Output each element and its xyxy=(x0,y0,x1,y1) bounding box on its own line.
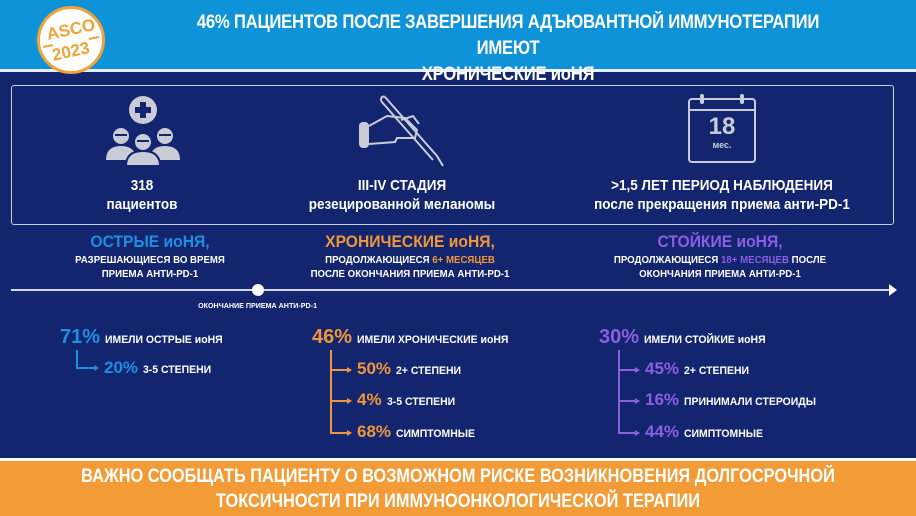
branch-arrow-icon xyxy=(347,398,352,404)
patients-medical-icon xyxy=(106,96,180,166)
branch-arrow-icon xyxy=(635,398,640,404)
branch-line xyxy=(330,350,332,433)
branch-arrow-icon xyxy=(635,367,640,373)
stat-label: 2+ СТЕПЕНИ xyxy=(684,365,750,377)
stage-label: резецированной меланомы xyxy=(308,196,496,213)
stat-chronic-sub-3: 68% СИМПТОМНЫЕ xyxy=(357,422,479,442)
patients-label: пациентов xyxy=(106,196,178,213)
calendar-unit: мес. xyxy=(712,140,732,150)
phase-persistent-sub-highlight: 18+ МЕСЯЦЕВ xyxy=(721,254,789,266)
branch-arrow-icon xyxy=(347,430,352,436)
stat-label: 3-5 СТЕПЕНИ xyxy=(386,396,455,408)
footer-line-2: ТОКСИЧНОСТИ ПРИ ИММУНООНКОЛОГИЧЕСКОЙ ТЕР… xyxy=(215,491,701,512)
phase-acute-subtitle: РАЗРЕШАЮЩИЕСЯ ВО ВРЕМЯ ПРИЕМА АНТИ-PD-1 xyxy=(49,253,251,281)
stat-label: ИМЕЛИ ХРОНИЧЕСКИЕ иоНЯ xyxy=(357,334,509,346)
footer-line-1: ВАЖНО СООБЩАТЬ ПАЦИЕНТУ О ВОЗМОЖНОМ РИСК… xyxy=(81,466,835,487)
phase-chronic-sub-line2: ПОСЛЕ ОКОНЧАНИЯ ПРИЕМА АНТИ-PD-1 xyxy=(310,268,510,280)
branch-line xyxy=(618,400,635,402)
stat-acute-sub: 20% 3-5 СТЕПЕНИ xyxy=(104,358,215,378)
branch-line xyxy=(76,367,94,369)
phase-persistent-sub-line2: ОКОНЧАНИЯ ПРИЕМА АНТИ-PD-1 xyxy=(639,268,801,280)
stage-text: III-IV СТАДИЯ резецированной меланомы xyxy=(285,176,519,214)
calendar-icon: 18 мес. xyxy=(688,94,756,163)
phase-acute-sub-line1: РАЗРЕШАЮЩИЕСЯ ВО ВРЕМЯ xyxy=(75,254,225,266)
calendar-number: 18 xyxy=(708,113,736,140)
stat-acute-main: 71% ИМЕЛИ ОСТРЫЕ иоНЯ xyxy=(60,326,229,349)
stat-persistent-sub-3: 44% СИМПТОМНЫЕ xyxy=(645,422,767,442)
stat-pct: 68% xyxy=(357,422,392,441)
stat-persistent-sub-1: 45% 2+ СТЕПЕНИ xyxy=(645,359,752,379)
stat-label: ИМЕЛИ ОСТРЫЕ иоНЯ xyxy=(105,334,223,346)
title-line-1: 46% ПАЦИЕНТОВ ПОСЛЕ ЗАВЕРШЕНИЯ АДЪЮВАНТН… xyxy=(196,12,820,59)
patients-text: 318 пациентов xyxy=(43,176,241,214)
stat-pct: 30% xyxy=(599,326,640,348)
stat-pct: 50% xyxy=(357,359,392,378)
phase-chronic-sub-line1: ПРОДОЛЖАЮЩИЕСЯ 6+ МЕСЯЦЕВ xyxy=(300,253,521,267)
branch-line xyxy=(330,369,347,371)
phase-persistent-sub-pre: ПРОДОЛЖАЮЩИЕСЯ xyxy=(613,254,722,266)
stat-label: ИМЕЛИ СТОЙКИЕ иоНЯ xyxy=(644,334,766,346)
branch-line xyxy=(618,369,635,371)
phase-acute-sub-line2: ПРИЕМА АНТИ-PD-1 xyxy=(101,268,199,280)
stat-label: ПРИНИМАЛИ СТЕРОИДЫ xyxy=(684,396,817,408)
stat-chronic-sub-1: 50% 2+ СТЕПЕНИ xyxy=(357,359,464,379)
stat-pct: 45% xyxy=(645,359,680,378)
branch-arrow-icon xyxy=(347,367,352,373)
stat-label: СИМПТОМНЫЕ xyxy=(684,428,764,440)
phase-persistent-title: СТОЙКИЕ иоНЯ, xyxy=(657,232,783,251)
branch-line xyxy=(618,350,620,433)
page-title: 46% ПАЦИЕНТОВ ПОСЛЕ ЗАВЕРШЕНИЯ АДЪЮВАНТН… xyxy=(167,10,850,88)
stat-persistent-sub-2: 16% ПРИНИМАЛИ СТЕРОИДЫ xyxy=(645,390,823,410)
phase-chronic-sub-pre: ПРОДОЛЖАЮЩИЕСЯ xyxy=(325,254,433,266)
stat-pct: 71% xyxy=(60,326,101,348)
branch-line xyxy=(76,350,78,368)
stat-pct: 44% xyxy=(645,422,680,441)
phase-persistent-sub-post: ПОСЛЕ xyxy=(788,254,827,266)
footer-message: ВАЖНО СООБЩАТЬ ПАЦИЕНТУ О ВОЗМОЖНОМ РИСК… xyxy=(64,461,852,514)
stat-pct: 16% xyxy=(645,390,680,409)
followup-text: >1,5 ЛЕТ ПЕРИОД НАБЛЮДЕНИЯ после прекращ… xyxy=(587,176,857,214)
stat-chronic-main: 46% ИМЕЛИ ХРОНИЧЕСКИЕ иоНЯ xyxy=(312,326,516,349)
stat-persistent-main: 30% ИМЕЛИ СТОЙКИЕ иоНЯ xyxy=(599,326,772,349)
stat-pct: 20% xyxy=(104,358,139,377)
header-banner: 46% ПАЦИЕНТОВ ПОСЛЕ ЗАВЕРШЕНИЯ АДЪЮВАНТН… xyxy=(0,0,916,85)
stat-pct: 4% xyxy=(357,390,382,409)
phase-chronic-title: ХРОНИЧЕСКИЕ иоНЯ, xyxy=(325,232,495,251)
phase-chronic-sub-highlight: 6+ МЕСЯЦЕВ xyxy=(432,254,495,266)
stat-chronic-sub-2: 4% 3-5 СТЕПЕНИ xyxy=(357,390,458,410)
patients-count: 318 xyxy=(130,177,154,194)
stat-label: СИМПТОМНЫЕ xyxy=(396,428,476,440)
phase-acute-title: ОСТРЫЕ иоНЯ, xyxy=(90,232,210,251)
asco-2023-badge: ASCO 2023 xyxy=(37,6,105,74)
branch-line xyxy=(330,400,347,402)
phase-persistent-sub-line1: ПРОДОЛЖАЮЩИЕСЯ 18+ МЕСЯЦЕВ ПОСЛЕ xyxy=(600,253,839,267)
stat-label: 3-5 СТЕПЕНИ xyxy=(143,364,212,376)
phase-chronic-subtitle: ПРОДОЛЖАЮЩИЕСЯ 6+ МЕСЯЦЕВ ПОСЛЕ ОКОНЧАНИ… xyxy=(300,253,521,281)
stat-label: 2+ СТЕПЕНИ xyxy=(396,365,462,377)
footer-banner: ВАЖНО СООБЩАТЬ ПАЦИЕНТУ О ВОЗМОЖНОМ РИСК… xyxy=(0,458,916,516)
followup-title: >1,5 ЛЕТ ПЕРИОД НАБЛЮДЕНИЯ xyxy=(611,177,833,194)
timeline-axis xyxy=(11,289,891,291)
treatment-end-label: ОКОНЧАНИЕ ПРИЕМА АНТИ-PD-1 xyxy=(198,301,318,310)
branch-arrow-icon xyxy=(94,365,99,371)
branch-line xyxy=(330,432,347,434)
title-line-2: ХРОНИЧЕСКИЕ иоНЯ xyxy=(421,64,595,85)
branch-line xyxy=(618,432,635,434)
phase-persistent-subtitle: ПРОДОЛЖАЮЩИЕСЯ 18+ МЕСЯЦЕВ ПОСЛЕ ОКОНЧАН… xyxy=(600,253,839,281)
scalpel-hand-icon xyxy=(359,95,444,167)
study-info-box: 318 пациентов III-IV СТАДИЯ резецированн… xyxy=(11,85,894,225)
stat-pct: 46% xyxy=(312,326,353,348)
timeline-arrow-icon xyxy=(889,284,897,296)
branch-arrow-icon xyxy=(635,430,640,436)
treatment-end-marker xyxy=(252,284,264,296)
followup-label: после прекращения приема анти-PD-1 xyxy=(594,196,850,213)
stage-title: III-IV СТАДИЯ xyxy=(357,177,447,194)
